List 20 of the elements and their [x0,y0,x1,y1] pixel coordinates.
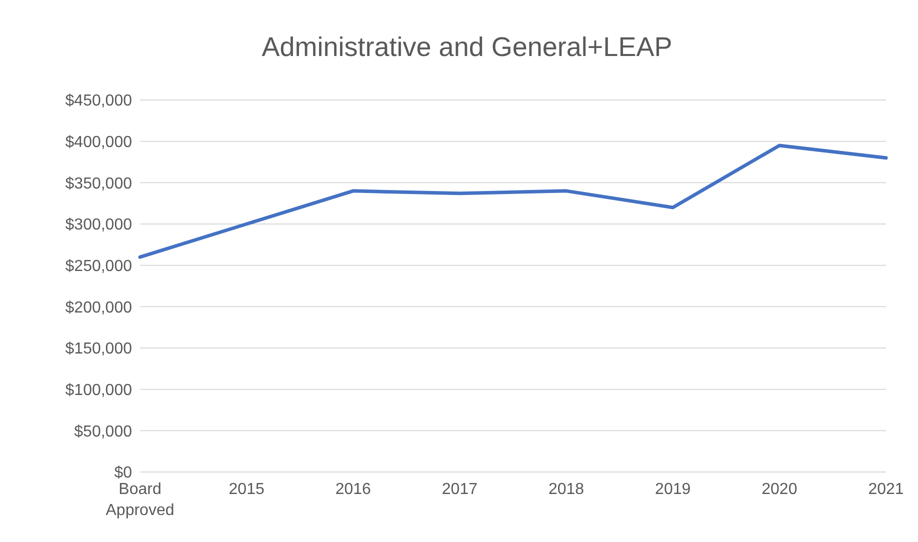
x-tick-label: 2020 [762,481,798,498]
y-tick-label: $50,000 [74,423,132,440]
x-tick-label: 2018 [548,481,584,498]
y-tick-label: $450,000 [65,92,132,110]
x-tick-label: 2021 [868,481,904,498]
y-tick-label: $300,000 [65,216,132,234]
y-tick-label: $400,000 [65,134,132,152]
y-tick-label: $350,000 [65,175,132,192]
line-series [138,144,888,259]
y-tick-label: $200,000 [65,299,132,316]
y-tick-label: $150,000 [65,340,132,358]
x-tick-label: 2016 [335,481,372,498]
chart-title: Administrative and General+LEAP [260,32,674,63]
x-tick-label: 2015 [228,481,264,498]
y-tick-label: $0 [114,464,132,482]
y-tick-label: $250,000 [65,258,132,276]
x-tick-label: 2017 [442,481,478,498]
x-tick-label: 2019 [655,481,691,498]
x-tick-label: Board Approved [106,481,174,519]
y-tick-label: $100,000 [65,382,132,400]
